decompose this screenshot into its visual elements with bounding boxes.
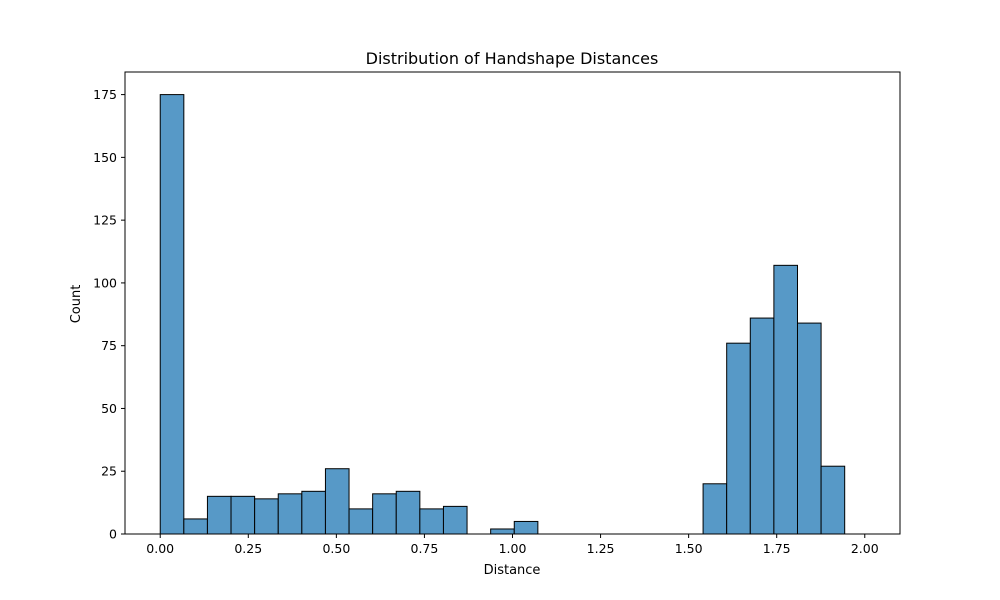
chart-title: Distribution of Handshape Distances	[366, 49, 659, 68]
histogram-bar	[490, 528, 515, 535]
x-tick-label: 1.75	[763, 541, 791, 556]
y-tick-label: 75	[101, 338, 117, 353]
x-tick-label: 1.25	[587, 541, 615, 556]
x-axis-label: Distance	[484, 563, 541, 578]
y-axis-label: Count	[69, 285, 84, 324]
histogram-bar	[277, 493, 303, 535]
histogram-bar	[301, 490, 326, 535]
x-tick-label: 0.00	[146, 541, 174, 556]
histogram-bar	[372, 493, 397, 535]
y-tick-label: 175	[93, 87, 117, 102]
y-tick-label: 25	[101, 464, 117, 479]
histogram-bar	[442, 505, 468, 535]
y-tick-label: 50	[101, 401, 117, 416]
x-axis: 0.00 0.25 0.50 0.75 1.00 1.25 1.50 1.75 2.00	[146, 534, 879, 556]
y-tick-label: 100	[93, 275, 117, 290]
histogram-bar	[159, 94, 185, 535]
x-tick-label: 0.25	[234, 541, 262, 556]
y-tick-label: 150	[93, 150, 117, 165]
y-axis: 0 25 50 75 100 125 150 175	[93, 87, 125, 542]
x-tick-label: 1.50	[675, 541, 703, 556]
x-tick-label: 1.00	[499, 541, 527, 556]
histogram-bar	[513, 520, 539, 535]
x-tick-label: 0.50	[322, 541, 350, 556]
histogram-bar	[820, 465, 846, 535]
y-tick-label: 125	[93, 213, 117, 228]
histogram-bar	[324, 468, 350, 535]
histogram-bar	[726, 342, 751, 535]
histogram-bar	[749, 317, 775, 535]
x-tick-label: 2.00	[851, 541, 879, 556]
histogram-bar	[796, 322, 822, 535]
x-tick-label: 0.75	[411, 541, 439, 556]
histogram-bar	[395, 490, 421, 535]
histogram-bar	[206, 495, 232, 535]
plot-frame	[124, 71, 901, 535]
histogram-bar	[773, 264, 798, 535]
histogram-bar	[254, 498, 279, 535]
histogram-bar	[230, 495, 256, 535]
histogram-bar	[348, 508, 374, 535]
y-tick-label: 0	[109, 527, 117, 542]
bars-group	[159, 94, 846, 535]
histogram-bar	[419, 508, 444, 535]
histogram-bar	[183, 518, 208, 535]
histogram-bar	[702, 483, 728, 535]
